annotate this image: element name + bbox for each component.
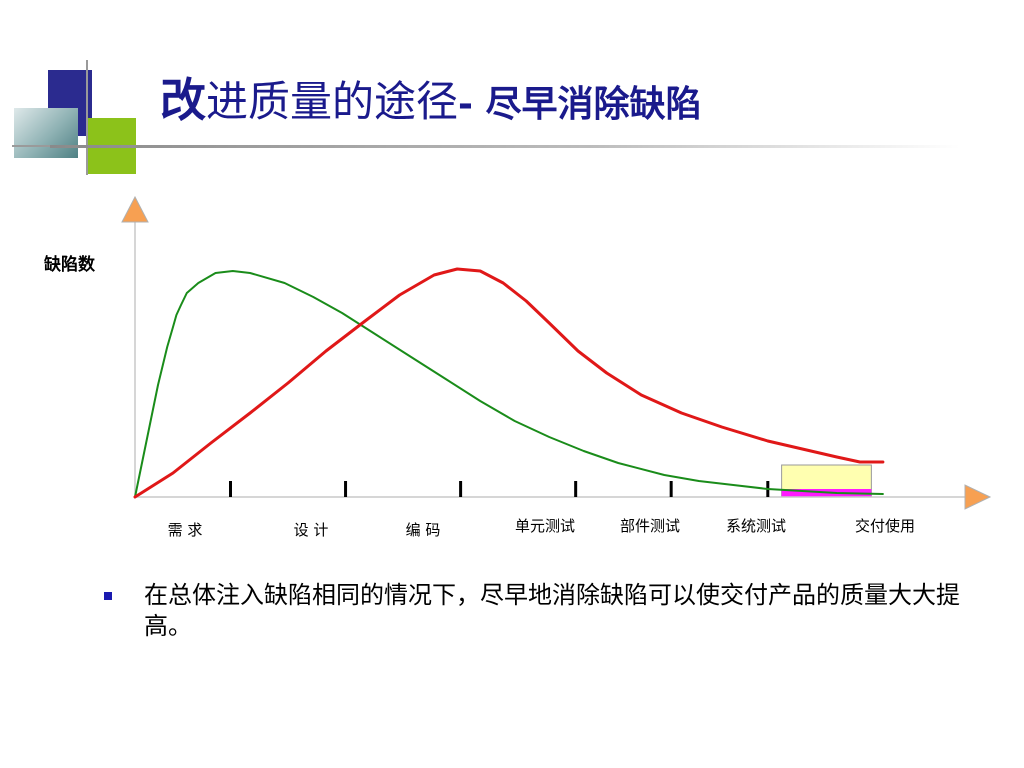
category-label: 设 计 [294,521,329,539]
y-axis-arrow [121,195,149,223]
category-label: 系统测试 [726,517,786,535]
title-main: 进质量的途径 [206,77,459,126]
series-line-2 [133,267,885,499]
logo-line-horizontal [12,145,72,147]
category-label: 需 求 [168,521,203,539]
category-label: 部件测试 [620,517,680,535]
x-axis-arrow [964,484,992,510]
bullet-point: 在总体注入缺陷相同的情况下，尽早地消除缺陷可以使交付产品的质量大大提高。 [104,580,964,642]
logo-square-teal [14,108,78,158]
y-axis-label: 缺陷数 [44,254,96,275]
series-line-1 [134,270,884,498]
logo-line-vertical [86,60,88,175]
title-subtitle: - 尽早消除缺陷 [458,84,702,125]
title-underline [50,145,960,148]
category-label: 编 码 [406,521,441,539]
slide-title: 改进质量的途径- 尽早消除缺陷 [160,64,702,130]
category-label: 交付使用 [855,517,915,535]
bullet-text: 在总体注入缺陷相同的情况下，尽早地消除缺陷可以使交付产品的质量大大提高。 [144,581,960,640]
category-label: 单元测试 [515,517,575,535]
bullet-square-icon [104,592,112,600]
title-first-char: 改 [160,73,206,127]
